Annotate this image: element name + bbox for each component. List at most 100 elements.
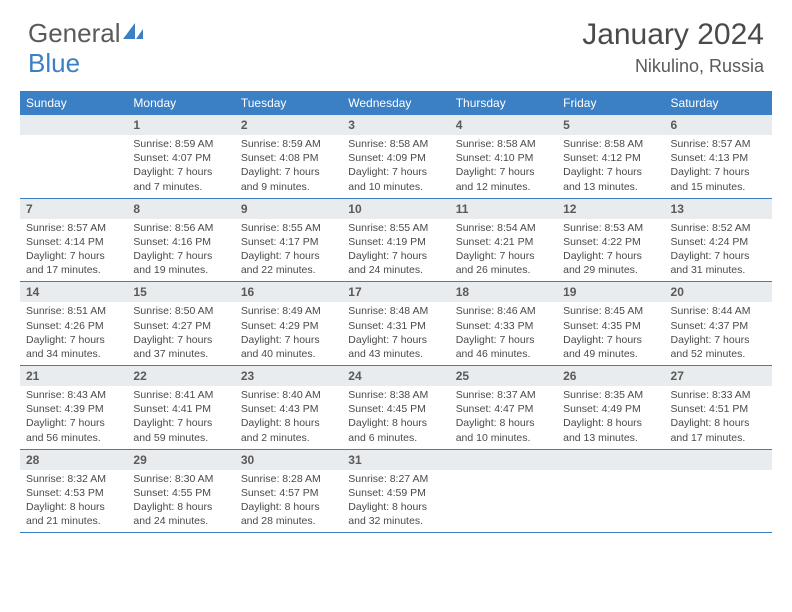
day-cell: 31Sunrise: 8:27 AMSunset: 4:59 PMDayligh…: [342, 450, 449, 533]
daylight-text: Daylight: 8 hours and 10 minutes.: [456, 416, 551, 444]
day-cell: 6Sunrise: 8:57 AMSunset: 4:13 PMDaylight…: [665, 115, 772, 198]
day-info: Sunrise: 8:43 AMSunset: 4:39 PMDaylight:…: [20, 386, 127, 449]
day-number: 7: [20, 199, 127, 219]
day-number: 8: [127, 199, 234, 219]
day-header: Monday: [127, 91, 234, 115]
day-cell: 14Sunrise: 8:51 AMSunset: 4:26 PMDayligh…: [20, 282, 127, 365]
sunset-text: Sunset: 4:13 PM: [671, 151, 766, 165]
sunset-text: Sunset: 4:45 PM: [348, 402, 443, 416]
daylight-text: Daylight: 7 hours and 49 minutes.: [563, 333, 658, 361]
sunset-text: Sunset: 4:29 PM: [241, 319, 336, 333]
day-cell: [665, 450, 772, 533]
month-title: January 2024: [582, 18, 764, 52]
day-number: [665, 450, 772, 470]
week-row: 28Sunrise: 8:32 AMSunset: 4:53 PMDayligh…: [20, 450, 772, 534]
day-number: 16: [235, 282, 342, 302]
sunset-text: Sunset: 4:27 PM: [133, 319, 228, 333]
daylight-text: Daylight: 7 hours and 12 minutes.: [456, 165, 551, 193]
sunrise-text: Sunrise: 8:59 AM: [241, 137, 336, 151]
day-number: 14: [20, 282, 127, 302]
day-info: Sunrise: 8:45 AMSunset: 4:35 PMDaylight:…: [557, 302, 664, 365]
day-info: Sunrise: 8:54 AMSunset: 4:21 PMDaylight:…: [450, 219, 557, 282]
day-number: 31: [342, 450, 449, 470]
day-cell: 1Sunrise: 8:59 AMSunset: 4:07 PMDaylight…: [127, 115, 234, 198]
sunset-text: Sunset: 4:53 PM: [26, 486, 121, 500]
sunrise-text: Sunrise: 8:54 AM: [456, 221, 551, 235]
sunset-text: Sunset: 4:09 PM: [348, 151, 443, 165]
daylight-text: Daylight: 8 hours and 24 minutes.: [133, 500, 228, 528]
sunrise-text: Sunrise: 8:58 AM: [563, 137, 658, 151]
week-row: 1Sunrise: 8:59 AMSunset: 4:07 PMDaylight…: [20, 115, 772, 199]
sunset-text: Sunset: 4:17 PM: [241, 235, 336, 249]
daylight-text: Daylight: 7 hours and 56 minutes.: [26, 416, 121, 444]
day-number: [450, 450, 557, 470]
day-number: [20, 115, 127, 135]
day-number: 26: [557, 366, 664, 386]
sunrise-text: Sunrise: 8:38 AM: [348, 388, 443, 402]
day-number: 3: [342, 115, 449, 135]
day-number: 1: [127, 115, 234, 135]
sunset-text: Sunset: 4:26 PM: [26, 319, 121, 333]
day-info: Sunrise: 8:58 AMSunset: 4:12 PMDaylight:…: [557, 135, 664, 198]
day-number: 25: [450, 366, 557, 386]
sunrise-text: Sunrise: 8:59 AM: [133, 137, 228, 151]
daylight-text: Daylight: 8 hours and 6 minutes.: [348, 416, 443, 444]
day-cell: 13Sunrise: 8:52 AMSunset: 4:24 PMDayligh…: [665, 199, 772, 282]
day-info: Sunrise: 8:58 AMSunset: 4:09 PMDaylight:…: [342, 135, 449, 198]
day-info: Sunrise: 8:33 AMSunset: 4:51 PMDaylight:…: [665, 386, 772, 449]
daylight-text: Daylight: 7 hours and 7 minutes.: [133, 165, 228, 193]
day-cell: 27Sunrise: 8:33 AMSunset: 4:51 PMDayligh…: [665, 366, 772, 449]
day-header: Saturday: [665, 91, 772, 115]
day-number: 15: [127, 282, 234, 302]
day-cell: [20, 115, 127, 198]
daylight-text: Daylight: 8 hours and 28 minutes.: [241, 500, 336, 528]
daylight-text: Daylight: 8 hours and 21 minutes.: [26, 500, 121, 528]
title-block: January 2024 Nikulino, Russia: [582, 18, 764, 77]
sunrise-text: Sunrise: 8:46 AM: [456, 304, 551, 318]
sunset-text: Sunset: 4:31 PM: [348, 319, 443, 333]
sunrise-text: Sunrise: 8:35 AM: [563, 388, 658, 402]
sunrise-text: Sunrise: 8:40 AM: [241, 388, 336, 402]
day-info: Sunrise: 8:44 AMSunset: 4:37 PMDaylight:…: [665, 302, 772, 365]
logo-text-1: General: [28, 18, 121, 49]
daylight-text: Daylight: 7 hours and 29 minutes.: [563, 249, 658, 277]
day-info: Sunrise: 8:57 AMSunset: 4:14 PMDaylight:…: [20, 219, 127, 282]
day-header: Tuesday: [235, 91, 342, 115]
day-cell: 3Sunrise: 8:58 AMSunset: 4:09 PMDaylight…: [342, 115, 449, 198]
day-cell: 2Sunrise: 8:59 AMSunset: 4:08 PMDaylight…: [235, 115, 342, 198]
daylight-text: Daylight: 7 hours and 24 minutes.: [348, 249, 443, 277]
daylight-text: Daylight: 7 hours and 19 minutes.: [133, 249, 228, 277]
day-cell: 10Sunrise: 8:55 AMSunset: 4:19 PMDayligh…: [342, 199, 449, 282]
sunrise-text: Sunrise: 8:30 AM: [133, 472, 228, 486]
daylight-text: Daylight: 7 hours and 52 minutes.: [671, 333, 766, 361]
sunrise-text: Sunrise: 8:58 AM: [348, 137, 443, 151]
day-cell: 28Sunrise: 8:32 AMSunset: 4:53 PMDayligh…: [20, 450, 127, 533]
sunset-text: Sunset: 4:59 PM: [348, 486, 443, 500]
daylight-text: Daylight: 7 hours and 26 minutes.: [456, 249, 551, 277]
day-number: [557, 450, 664, 470]
day-number: 12: [557, 199, 664, 219]
day-number: 9: [235, 199, 342, 219]
sunset-text: Sunset: 4:35 PM: [563, 319, 658, 333]
sunrise-text: Sunrise: 8:48 AM: [348, 304, 443, 318]
sunrise-text: Sunrise: 8:50 AM: [133, 304, 228, 318]
sunrise-text: Sunrise: 8:55 AM: [241, 221, 336, 235]
sunrise-text: Sunrise: 8:41 AM: [133, 388, 228, 402]
sunset-text: Sunset: 4:49 PM: [563, 402, 658, 416]
day-number: 30: [235, 450, 342, 470]
daylight-text: Daylight: 7 hours and 34 minutes.: [26, 333, 121, 361]
day-info: Sunrise: 8:40 AMSunset: 4:43 PMDaylight:…: [235, 386, 342, 449]
sunset-text: Sunset: 4:33 PM: [456, 319, 551, 333]
sunset-text: Sunset: 4:10 PM: [456, 151, 551, 165]
day-cell: 9 Sunrise: 8:55 AMSunset: 4:17 PMDaylight…: [235, 199, 342, 282]
daylight-text: Daylight: 7 hours and 59 minutes.: [133, 416, 228, 444]
day-info: Sunrise: 8:59 AMSunset: 4:08 PMDaylight:…: [235, 135, 342, 198]
day-number: 5: [557, 115, 664, 135]
sunset-text: Sunset: 4:22 PM: [563, 235, 658, 249]
day-cell: 26Sunrise: 8:35 AMSunset: 4:49 PMDayligh…: [557, 366, 664, 449]
daylight-text: Daylight: 7 hours and 22 minutes.: [241, 249, 336, 277]
day-number: 22: [127, 366, 234, 386]
day-cell: [557, 450, 664, 533]
day-number: 4: [450, 115, 557, 135]
day-info: Sunrise: 8:32 AMSunset: 4:53 PMDaylight:…: [20, 470, 127, 533]
